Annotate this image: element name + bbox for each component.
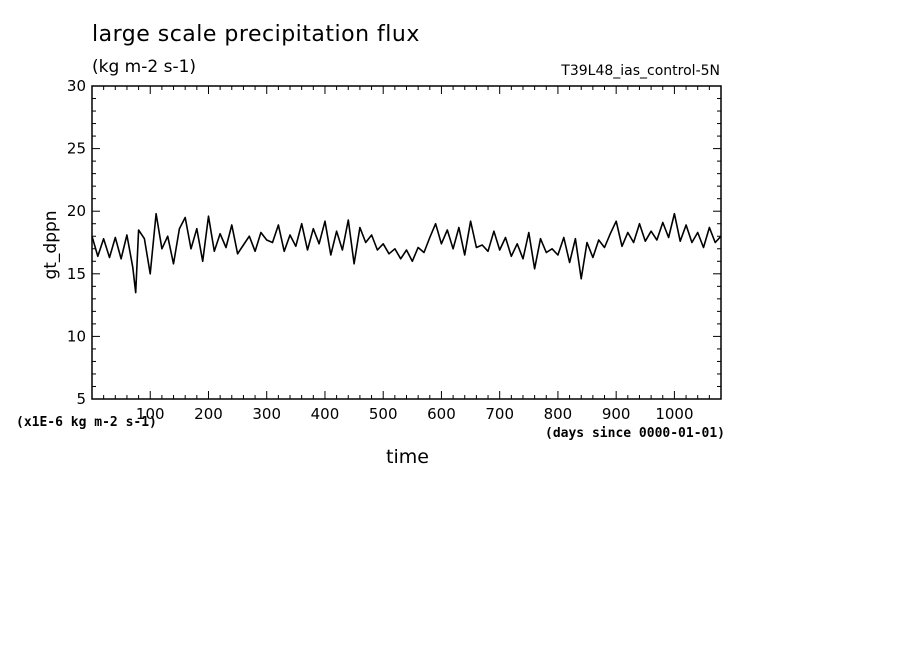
x-tick-label: 200 xyxy=(194,405,223,423)
x-tick-labels: 100 200 300 400 500 600 700 800 900 1000 xyxy=(136,405,694,423)
x-axis-label: time xyxy=(386,446,429,468)
axis-ticks xyxy=(92,85,721,400)
x-tick-label: 1000 xyxy=(655,405,693,423)
series-group xyxy=(91,212,722,294)
x-tick-label: 800 xyxy=(544,405,573,423)
plot-frame xyxy=(91,85,722,400)
y-tick-label: 25 xyxy=(67,140,86,158)
y-axis-label: gt_dppn xyxy=(41,210,61,279)
x-tick-label: 500 xyxy=(369,405,398,423)
y-tick-label: 15 xyxy=(67,265,86,283)
x-tick-label: 600 xyxy=(427,405,456,423)
y-tick-label: 20 xyxy=(67,202,86,220)
x-axis-units: (days since 0000-01-01) xyxy=(545,426,726,441)
y-tick-label: 10 xyxy=(67,327,86,345)
x-tick-label: 700 xyxy=(485,405,514,423)
y-tick-labels: 5 10 15 20 25 30 xyxy=(67,77,86,408)
x-tick-label: 400 xyxy=(311,405,340,423)
x-tick-label: 900 xyxy=(602,405,631,423)
y-tick-label: 5 xyxy=(76,390,86,408)
x-tick-label: 300 xyxy=(252,405,281,423)
series-line-0 xyxy=(91,212,722,294)
run-name: T39L48_ias_control-5N xyxy=(561,63,720,79)
scale-note: (x1E-6 kg m-2 s-1) xyxy=(16,415,157,430)
y-tick-label: 30 xyxy=(67,77,86,95)
x-tick-label: 100 xyxy=(136,405,165,423)
chart-title: large scale precipitation flux xyxy=(92,22,420,47)
chart-units: (kg m-2 s-1) xyxy=(92,57,197,77)
